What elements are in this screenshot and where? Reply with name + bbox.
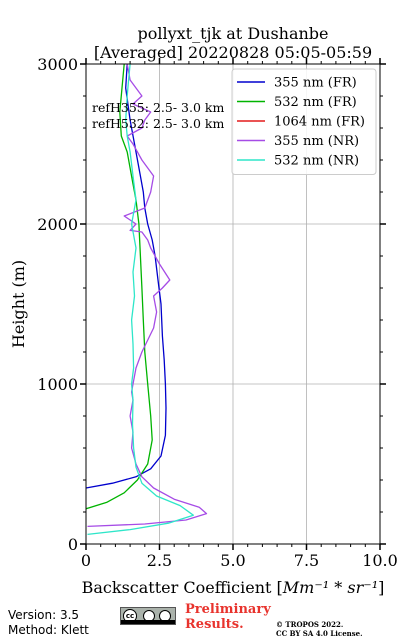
method-text: Method: Klett	[8, 623, 89, 637]
legend-entry: 1064 nm (FR)	[274, 115, 365, 130]
x-tick-label: 5.0	[220, 551, 245, 570]
series-line	[87, 63, 194, 536]
copyright-line-1: © TROPOS 2022.	[276, 620, 344, 629]
chart-title: pollyxt_tjk at Dushanbe	[137, 24, 329, 43]
chart-subtitle: [Averaged] 20220828 05:05-05:59	[93, 43, 373, 62]
series-line	[87, 63, 208, 528]
series-line	[85, 63, 167, 489]
preliminary-line-2: Results.	[185, 617, 244, 632]
x-tick-label: 7.5	[294, 551, 319, 570]
version-text: Version: 3.5	[8, 608, 80, 622]
cc-badge-strip	[121, 620, 175, 624]
preliminary-line-1: Preliminary	[185, 602, 271, 617]
x-axis-label-math: Mm⁻¹ * sr⁻¹	[282, 578, 378, 597]
reference-height-annotation: refH355: 2.5- 3.0 km	[92, 100, 224, 115]
y-axis-label: Height (m)	[9, 260, 28, 348]
y-tick-label: 1000	[37, 375, 78, 394]
copyright-line-2: CC BY SA 4.0 License.	[276, 629, 363, 638]
x-tick-label: 10.0	[362, 551, 398, 570]
legend-entry: 355 nm (NR)	[274, 134, 359, 149]
preliminary-results-label: Preliminary Results.	[185, 602, 271, 632]
x-tick-label: 2.5	[147, 551, 172, 570]
legend: 355 nm (FR) 532 nm (FR) 1064 nm (FR) 355 nm…	[231, 68, 377, 175]
legend-box	[231, 68, 377, 175]
x-axis-label-suffix: ]	[378, 578, 384, 597]
copyright-notice: © TROPOS 2022. CC BY SA 4.0 License.	[276, 620, 363, 638]
y-tick-label: 3000	[37, 55, 78, 74]
x-axis-label-prefix: Backscatter Coefficient [	[82, 578, 283, 597]
legend-entry: 532 nm (NR)	[274, 154, 359, 169]
x-axis-label: Backscatter Coefficient [Mm⁻¹ * sr⁻¹]	[82, 578, 385, 597]
cc-license-badge: cc	[120, 607, 176, 625]
y-tick-label: 2000	[37, 215, 78, 234]
y-tick-label: 0	[68, 535, 78, 554]
legend-entry: 355 nm (FR)	[274, 76, 357, 91]
reference-height-annotation: refH532: 2.5- 3.0 km	[92, 116, 224, 131]
axis-ticks: 0 2.5 5.0 7.5 10.0 0 1000 2000 3000	[37, 55, 398, 570]
legend-entry: 532 nm (FR)	[274, 95, 357, 110]
x-tick-label: 0	[81, 551, 91, 570]
series-lines	[85, 63, 208, 536]
